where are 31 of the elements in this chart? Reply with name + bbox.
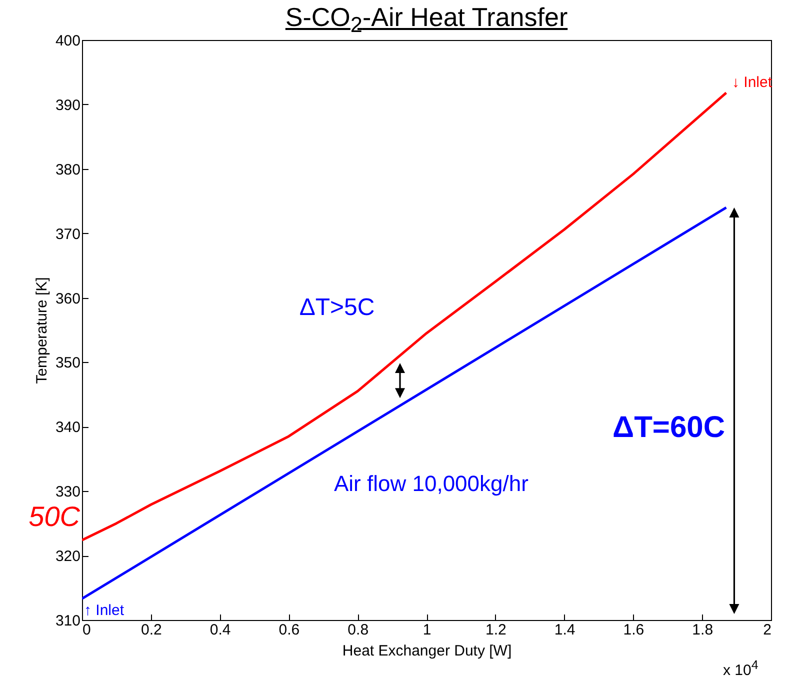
y-tick-label: 400 bbox=[55, 32, 80, 50]
annotation: ΔT>5C bbox=[299, 294, 375, 321]
y-tick-label: 390 bbox=[55, 96, 80, 114]
x-tick-label: 1.8 bbox=[692, 622, 714, 638]
y-tick-label: 360 bbox=[55, 290, 80, 308]
text: 50C bbox=[28, 501, 81, 532]
y-tick-label: 340 bbox=[55, 419, 80, 436]
x-tick-label: 0.8 bbox=[348, 622, 369, 638]
y-tick-label: 370 bbox=[55, 226, 80, 243]
y-tick-label: 310 bbox=[55, 612, 80, 630]
annotation: ↑ Inlet bbox=[84, 602, 125, 619]
x-tick-label: 0.6 bbox=[278, 622, 300, 638]
x-axis-title: Heat Exchanger Duty [W] bbox=[342, 642, 512, 660]
x-tick-label: 0.4 bbox=[210, 622, 231, 638]
text: x 10$^{4}$ bbox=[723, 658, 758, 679]
annotation: Air flow 10,000kg/hr bbox=[334, 471, 528, 496]
chart-title: S-CO$_{2}$-Air Heat Transfer bbox=[284, 2, 569, 38]
x-tick-label: 2 bbox=[763, 622, 772, 638]
y-tick-label: 330 bbox=[55, 484, 80, 501]
x-tick-label: 1.4 bbox=[554, 622, 576, 638]
annotation: ΔT=60C bbox=[612, 411, 725, 444]
y-tick-label: 380 bbox=[55, 161, 80, 178]
y-axis-title: Temperature [K] bbox=[33, 277, 50, 384]
x-tick-label: 1.6 bbox=[623, 622, 644, 638]
y-tick-label: 320 bbox=[55, 548, 80, 566]
x-tick-label: 0.2 bbox=[140, 622, 162, 638]
x-tick-label: 1.2 bbox=[485, 622, 506, 638]
x-tick-label: 1 bbox=[422, 622, 432, 638]
y-tick-label: 350 bbox=[55, 354, 80, 372]
line-series bbox=[82, 92, 728, 542]
x-tick-label: 0 bbox=[82, 622, 91, 638]
